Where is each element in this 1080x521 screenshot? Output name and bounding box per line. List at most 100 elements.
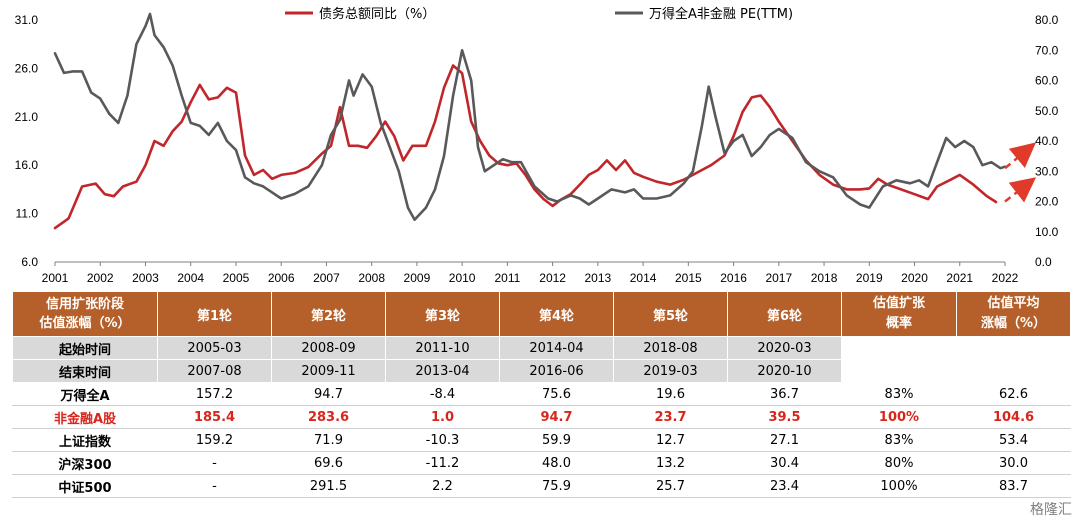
x-tick-label: 2014 xyxy=(630,271,657,285)
value-cell: 48.0 xyxy=(499,451,614,475)
pe-ttm-line xyxy=(53,12,1007,221)
index-row: 中证500 - 291.5 2.2 75.9 25.7 23.4 100% 83… xyxy=(12,474,1071,498)
y-left-tick-label: 26.0 xyxy=(15,61,39,75)
corner-label-line1: 信用扩张阶段 xyxy=(45,297,124,312)
value-cell: 13.2 xyxy=(613,451,728,475)
y-right-tick-label: 30.0 xyxy=(1035,164,1059,178)
x-tick-label: 2003 xyxy=(132,271,159,285)
avg-header-line2: 涨幅（%） xyxy=(980,316,1047,331)
y-right-tick-label: 80.0 xyxy=(1035,13,1059,27)
x-tick-label: 2008 xyxy=(358,271,385,285)
index-label: 沪深300 xyxy=(12,451,158,475)
value-cell: 19.6 xyxy=(613,382,728,406)
x-tick-label: 2007 xyxy=(313,271,340,285)
value-cell: 25.7 xyxy=(613,474,728,498)
y-right-tick-label: 70.0 xyxy=(1035,43,1059,57)
index-row: 沪深300 - 69.6 -11.2 48.0 13.2 30.4 80% 30… xyxy=(12,451,1071,475)
value-cell: -10.3 xyxy=(385,428,500,452)
y-left-tick-label: 16.0 xyxy=(15,158,39,172)
x-tick-label: 2022 xyxy=(992,271,1019,285)
avg-header-line1: 估值平均 xyxy=(987,296,1040,311)
dual-axis-line-chart: 债务总额同比（%） 万得全A非金融 PE(TTM) 2001 2002 2003 200… xyxy=(15,6,1059,285)
index-row: 上证指数 159.2 71.9 -10.3 59.9 12.7 27.1 83%… xyxy=(12,428,1071,452)
x-tick-label: 2001 xyxy=(42,271,69,285)
value-cell: 185.4 xyxy=(157,405,272,429)
annotations xyxy=(1004,142,1037,203)
end-date-row: 结束时间 2007-08 2009-11 2013-04 2016-06 201… xyxy=(12,359,1071,383)
value-cell: 69.6 xyxy=(271,451,386,475)
x-tick-label: 2012 xyxy=(539,271,566,285)
index-label: 上证指数 xyxy=(12,428,158,452)
prob-cell: 80% xyxy=(841,451,957,475)
corner-header: 信用扩张阶段 估值涨幅（%） xyxy=(12,291,158,337)
prob-cell: 83% xyxy=(841,382,957,406)
index-label: 中证500 xyxy=(12,474,158,498)
index-row-highlight: 非金融A股 185.4 283.6 1.0 94.7 23.7 39.5 100… xyxy=(12,405,1071,429)
y-left-tick-label: 11.0 xyxy=(16,207,39,221)
round-header: 第3轮 xyxy=(385,291,500,337)
end-date-cell: 2007-08 xyxy=(157,359,272,383)
round-header: 第4轮 xyxy=(499,291,614,337)
value-cell: 2.2 xyxy=(385,474,500,498)
debt-growth-line xyxy=(53,64,998,230)
value-cell: 291.5 xyxy=(271,474,386,498)
value-cell: 1.0 xyxy=(385,405,500,429)
round-header: 第6轮 xyxy=(727,291,842,337)
y-left-tick-label: 6.0 xyxy=(21,255,38,269)
avg-cell: 30.0 xyxy=(956,451,1071,475)
y-left-tick-label: 21.0 xyxy=(15,110,39,124)
legend-label: 债务总额同比（%） xyxy=(319,6,435,22)
dashed-arrow xyxy=(1004,177,1037,203)
y-right-tick-label: 60.0 xyxy=(1035,74,1059,88)
value-cell: 75.9 xyxy=(499,474,614,498)
x-tick-label: 2018 xyxy=(811,271,838,285)
value-cell: 157.2 xyxy=(157,382,272,406)
value-cell: 71.9 xyxy=(271,428,386,452)
value-cell: -11.2 xyxy=(385,451,500,475)
end-date-cell: 2009-11 xyxy=(271,359,386,383)
corner-label-line2: 估值涨幅（%） xyxy=(39,316,131,331)
prob-cell: 83% xyxy=(841,428,957,452)
end-date-label: 结束时间 xyxy=(12,359,158,383)
value-cell: 12.7 xyxy=(613,428,728,452)
y-right-tick-label: 50.0 xyxy=(1035,104,1059,118)
x-tick-label: 2013 xyxy=(585,271,612,285)
start-date-cell: 2020-03 xyxy=(727,336,842,360)
dashed-arrow xyxy=(1004,142,1036,170)
round-header: 第5轮 xyxy=(613,291,728,337)
value-cell: 94.7 xyxy=(271,382,386,406)
prob-header-line2: 概率 xyxy=(885,316,912,331)
value-cell: 23.7 xyxy=(613,405,728,429)
value-cell: 283.6 xyxy=(271,405,386,429)
end-date-cell: 2020-10 xyxy=(727,359,842,383)
x-tick-label: 2015 xyxy=(675,271,702,285)
x-tick-label: 2016 xyxy=(720,271,747,285)
watermark: 格隆汇 xyxy=(1030,502,1072,518)
index-row: 万得全A 157.2 94.7 -8.4 75.6 19.6 36.7 83% … xyxy=(12,382,1071,406)
x-tick-label: 2019 xyxy=(856,271,883,285)
start-date-row: 起始时间 2005-03 2008-09 2011-10 2014-04 201… xyxy=(12,336,1071,360)
prob-cell: 100% xyxy=(841,405,957,429)
value-cell: -8.4 xyxy=(385,382,500,406)
round-header: 第1轮 xyxy=(157,291,272,337)
start-date-cell: 2018-08 xyxy=(613,336,728,360)
x-tick-label: 2020 xyxy=(901,271,928,285)
x-tick-label: 2011 xyxy=(494,271,520,285)
y-right-tick-label: 20.0 xyxy=(1035,195,1059,209)
avg-cell: 104.6 xyxy=(956,405,1071,429)
value-cell: 94.7 xyxy=(499,405,614,429)
value-cell: 159.2 xyxy=(157,428,272,452)
value-cell: 27.1 xyxy=(727,428,842,452)
avg-cell: 83.7 xyxy=(956,474,1071,498)
start-date-cell: 2005-03 xyxy=(157,336,272,360)
value-cell: - xyxy=(157,451,272,475)
value-cell: 75.6 xyxy=(499,382,614,406)
prob-header: 估值扩张 概率 xyxy=(841,291,957,337)
x-tick-label: 2005 xyxy=(223,271,250,285)
value-cell: 59.9 xyxy=(499,428,614,452)
header-row: 信用扩张阶段 估值涨幅（%） 第1轮 第2轮 第3轮 第4轮 第5轮 第6轮 估… xyxy=(12,291,1071,337)
x-tick-label: 2002 xyxy=(87,271,114,285)
start-date-cell: 2011-10 xyxy=(385,336,500,360)
chart-area: 债务总额同比（%） 万得全A非金融 PE(TTM) 2001 2002 2003 200… xyxy=(15,6,1059,285)
x-tick-label: 2017 xyxy=(765,271,792,285)
